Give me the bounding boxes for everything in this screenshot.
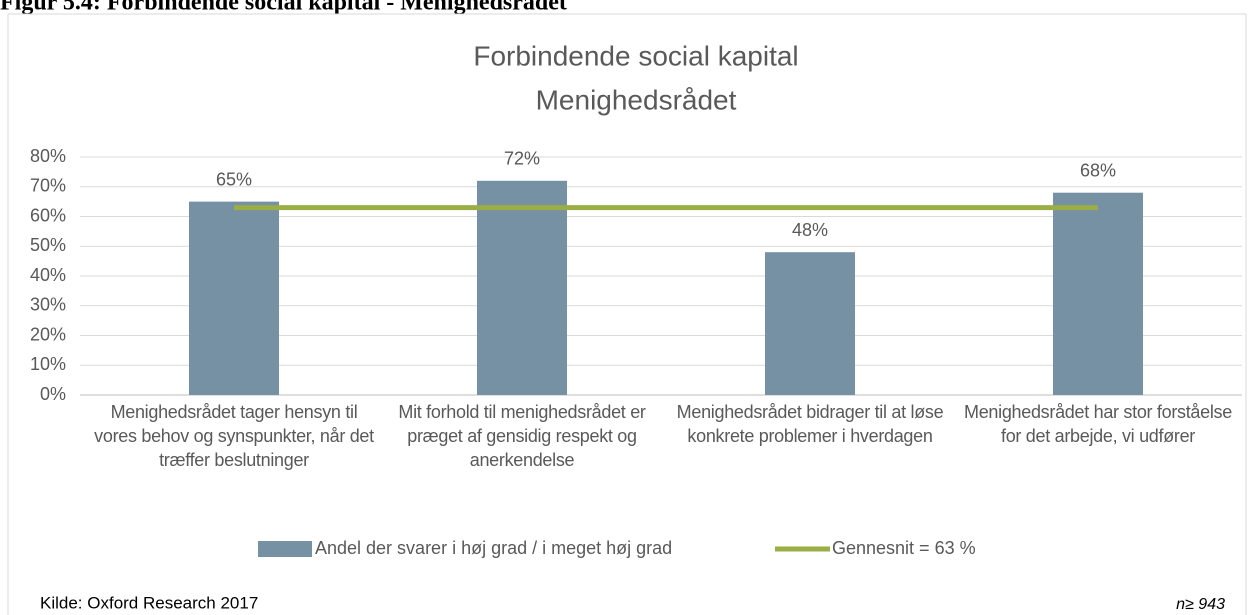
data-label: 68%	[1080, 160, 1116, 180]
y-tick-label: 10%	[30, 354, 66, 374]
y-tick-label: 50%	[30, 235, 66, 255]
data-label: 48%	[792, 220, 828, 240]
y-tick-label: 80%	[30, 146, 66, 166]
y-tick-label: 30%	[30, 295, 66, 315]
y-tick-label: 40%	[30, 265, 66, 285]
source: Kilde: Oxford Research 2017	[40, 593, 258, 612]
data-label: 72%	[504, 149, 540, 169]
x-tick-label: Mit forhold til menighedsrådet er præget…	[398, 402, 646, 470]
x-tick-label: Menighedsrådet bidrager til at løse konk…	[676, 402, 944, 446]
y-tick-label: 0%	[40, 384, 66, 404]
y-tick-label: 60%	[30, 205, 66, 225]
y-tick-label: 70%	[30, 176, 66, 196]
bar	[477, 180, 567, 395]
bar	[765, 252, 855, 395]
figure-caption: Figur 5.4: Forbindende social kapital - …	[0, 0, 567, 16]
bar	[189, 201, 279, 395]
chart-subtitle: Menighedsrådet	[536, 84, 737, 115]
note: n≥ 943	[1176, 596, 1225, 613]
x-tick-label: Menighedsrådet tager hensyn til vores be…	[94, 402, 374, 470]
y-tick-label: 20%	[30, 324, 66, 344]
bar	[1053, 192, 1143, 395]
legend-label: Andel der svarer i høj grad / i meget hø…	[315, 538, 672, 558]
x-tick-label: Menighedsrådet har stor forståelse for d…	[964, 402, 1232, 446]
data-label: 65%	[216, 169, 252, 189]
chart-title: Forbindende social kapital	[473, 40, 798, 71]
chart-frame	[7, 13, 1247, 615]
legend-label: Gennesnit = 63 %	[832, 538, 976, 558]
legend-swatch	[258, 541, 312, 557]
